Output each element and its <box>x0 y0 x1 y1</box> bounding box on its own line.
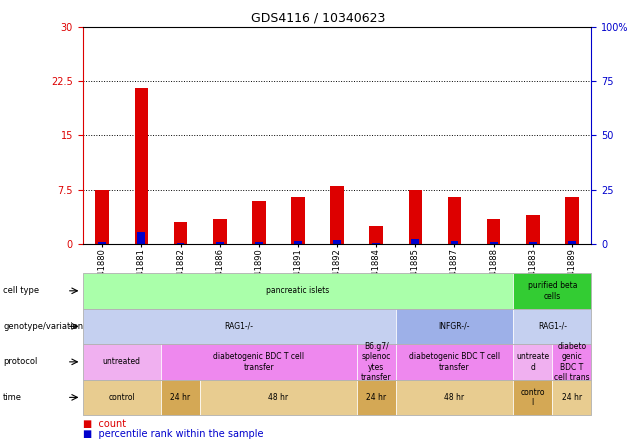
Text: GDS4116 / 10340623: GDS4116 / 10340623 <box>251 11 385 24</box>
Bar <box>252 201 266 244</box>
Text: cell type: cell type <box>3 286 39 295</box>
Bar <box>95 190 109 244</box>
Bar <box>372 243 380 244</box>
Text: untreated: untreated <box>103 357 141 366</box>
Bar <box>174 222 188 244</box>
Bar <box>408 190 422 244</box>
Bar <box>330 186 344 244</box>
Bar <box>333 240 341 244</box>
Text: untreate
d: untreate d <box>516 352 550 372</box>
Text: purified beta
cells: purified beta cells <box>528 281 577 301</box>
Bar <box>526 215 539 244</box>
Bar <box>411 239 419 244</box>
Bar <box>450 241 459 244</box>
Text: contro
l: contro l <box>520 388 545 407</box>
Bar <box>213 219 226 244</box>
Text: control: control <box>109 393 135 402</box>
Bar <box>255 242 263 244</box>
Text: protocol: protocol <box>3 357 38 366</box>
Text: B6.g7/
splenoc
ytes
transfer: B6.g7/ splenoc ytes transfer <box>361 342 392 382</box>
Bar <box>565 197 579 244</box>
Bar <box>294 241 302 244</box>
Text: INFGR-/-: INFGR-/- <box>439 322 470 331</box>
Bar <box>216 242 224 244</box>
Bar <box>490 242 497 244</box>
Text: time: time <box>3 393 22 402</box>
Bar <box>448 197 461 244</box>
Text: 24 hr: 24 hr <box>170 393 191 402</box>
Text: RAG1-/-: RAG1-/- <box>538 322 567 331</box>
Bar <box>99 242 106 244</box>
Bar <box>529 242 537 244</box>
Bar <box>291 197 305 244</box>
Text: pancreatic islets: pancreatic islets <box>266 286 329 295</box>
Bar <box>135 88 148 244</box>
Text: 24 hr: 24 hr <box>366 393 386 402</box>
Text: diabetogenic BDC T cell
transfer: diabetogenic BDC T cell transfer <box>213 352 305 372</box>
Text: ■  percentile rank within the sample: ■ percentile rank within the sample <box>83 428 263 439</box>
Bar <box>370 226 383 244</box>
Bar <box>177 243 184 244</box>
Bar <box>487 219 501 244</box>
Bar <box>568 241 576 244</box>
Text: 24 hr: 24 hr <box>562 393 582 402</box>
Text: genotype/variation: genotype/variation <box>3 322 83 331</box>
Text: diabeto
genic
BDC T
cell trans: diabeto genic BDC T cell trans <box>554 342 590 382</box>
Text: RAG1-/-: RAG1-/- <box>225 322 254 331</box>
Text: ■  count: ■ count <box>83 419 126 429</box>
Bar <box>137 232 145 244</box>
Text: 48 hr: 48 hr <box>445 393 464 402</box>
Text: diabetogenic BDC T cell
transfer: diabetogenic BDC T cell transfer <box>409 352 500 372</box>
Text: 48 hr: 48 hr <box>268 393 289 402</box>
